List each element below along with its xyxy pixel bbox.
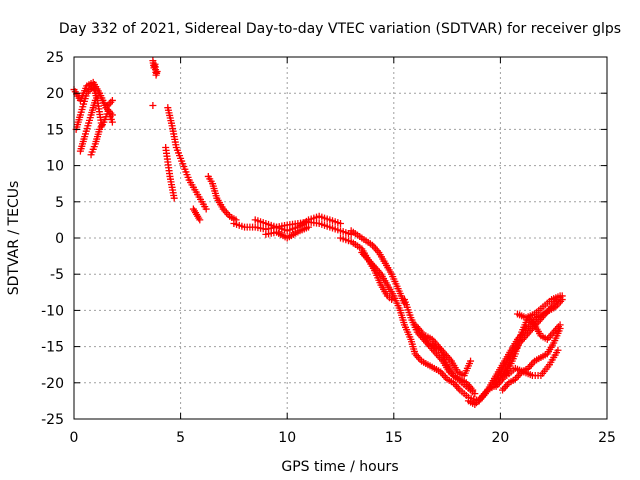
data-point bbox=[202, 205, 210, 213]
data-point bbox=[467, 357, 475, 365]
y-tick-label: -20 bbox=[41, 376, 64, 392]
data-point bbox=[108, 118, 116, 126]
y-tick-label: -10 bbox=[41, 303, 64, 319]
data-point bbox=[170, 194, 178, 202]
data-point bbox=[305, 223, 313, 231]
data-point bbox=[337, 220, 344, 228]
y-tick-label: 20 bbox=[46, 86, 64, 102]
x-tick-label: 25 bbox=[598, 430, 616, 446]
data-point bbox=[556, 325, 564, 332]
x-tick-label: 5 bbox=[176, 430, 185, 446]
data-point bbox=[471, 390, 479, 398]
y-tick-label: -15 bbox=[41, 340, 64, 356]
data-point bbox=[108, 96, 116, 104]
y-tick-label: 25 bbox=[46, 50, 64, 66]
data-point bbox=[554, 346, 562, 354]
data-point bbox=[388, 296, 396, 304]
y-tick-label: -5 bbox=[50, 267, 64, 283]
y-tick-label: 15 bbox=[46, 122, 64, 138]
y-axis-label: SDTVAR / TECUs bbox=[6, 181, 22, 296]
y-tick-label: 10 bbox=[46, 159, 64, 175]
data-point bbox=[153, 67, 161, 75]
data-point bbox=[98, 122, 106, 130]
data-point bbox=[558, 296, 566, 304]
data-points bbox=[70, 57, 566, 409]
y-tick-label: -25 bbox=[41, 412, 64, 428]
y-tick-label: 5 bbox=[55, 195, 64, 211]
chart-title: Day 332 of 2021, Sidereal Day-to-day VTE… bbox=[59, 21, 621, 37]
x-tick-label: 10 bbox=[278, 430, 296, 446]
x-tick-label: 15 bbox=[385, 430, 403, 446]
y-tick-label: 0 bbox=[55, 231, 64, 247]
axis-ticks: 0 5 10 15 20 25 25 20 15 10 5 0 -5 -10 -15 -20 -25 bbox=[41, 50, 616, 446]
x-tick-label: 20 bbox=[491, 430, 509, 446]
data-point bbox=[556, 292, 564, 300]
data-point bbox=[196, 216, 204, 224]
x-tick-label: 0 bbox=[70, 430, 79, 446]
data-point bbox=[469, 386, 477, 394]
data-point bbox=[149, 102, 157, 110]
x-axis-label: GPS time / hours bbox=[281, 459, 398, 475]
